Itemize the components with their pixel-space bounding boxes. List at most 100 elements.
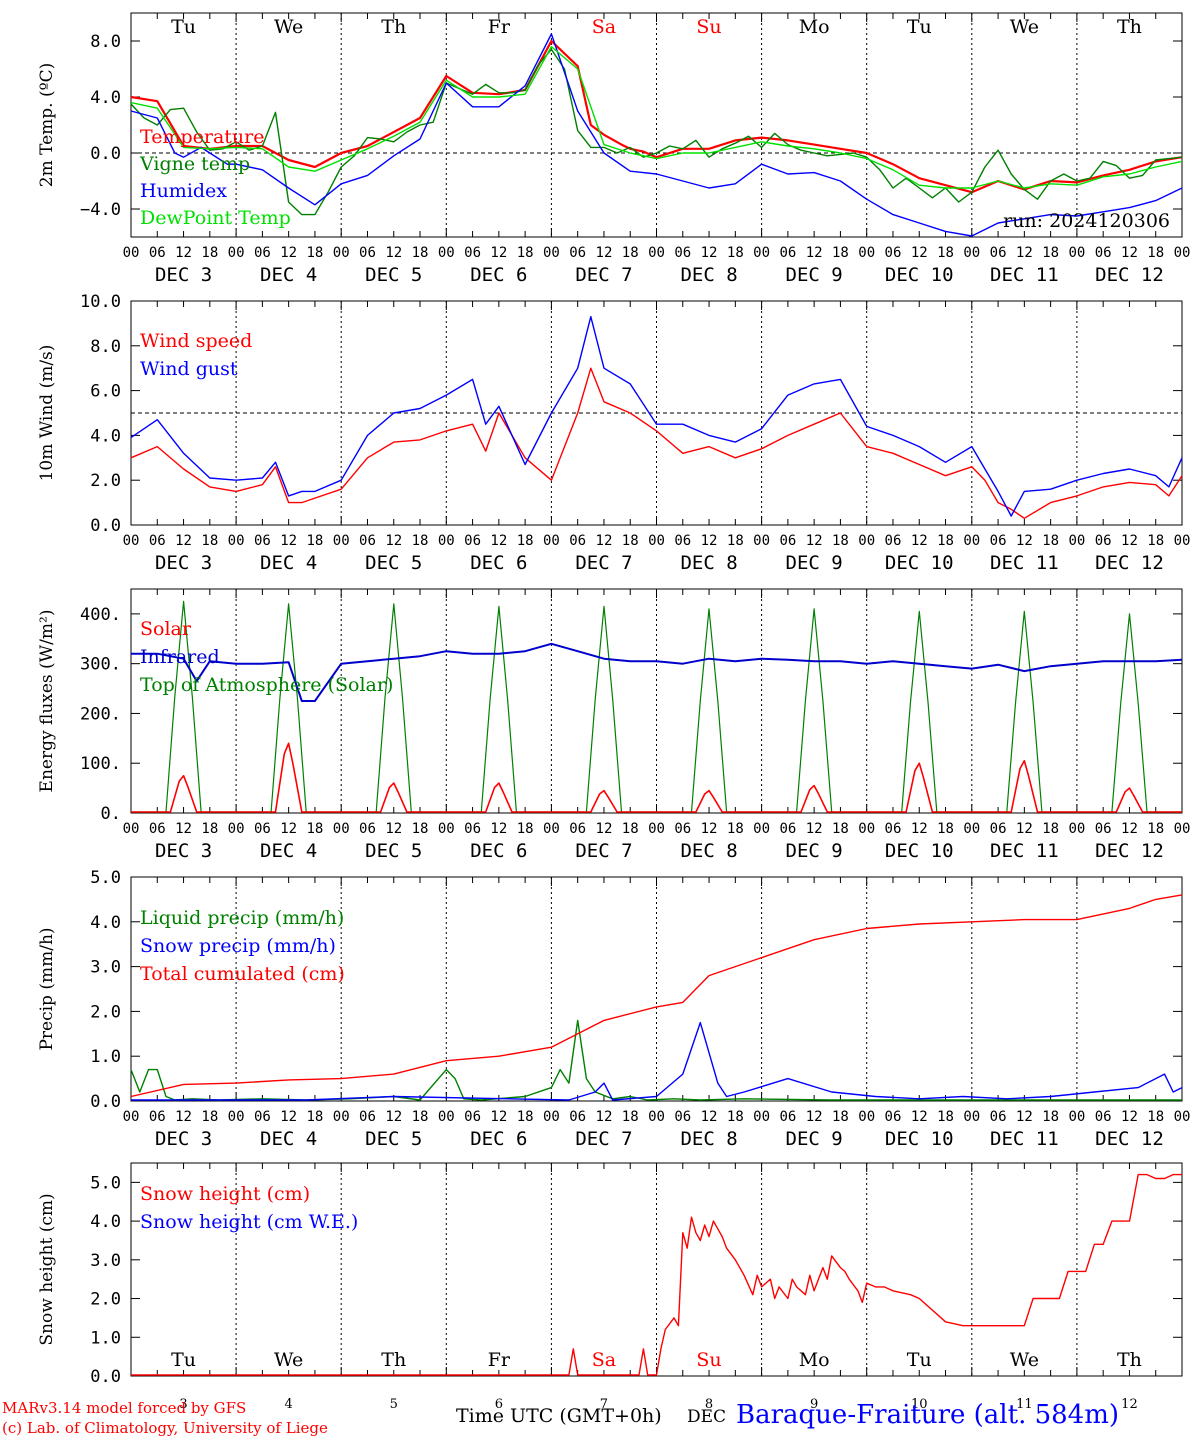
weekday-label: Th (381, 16, 406, 38)
y-axis-title: Precip (mm/h) (37, 927, 57, 1050)
hour-label: 18 (201, 245, 218, 261)
hour-label: 18 (937, 533, 954, 549)
date-label: DEC 6 (470, 264, 527, 286)
date-label: DEC 12 (1095, 264, 1164, 286)
hour-label: 00 (1174, 821, 1191, 837)
hour-label: 12 (175, 245, 192, 261)
hour-label: 18 (1147, 245, 1164, 261)
date-label: DEC 3 (155, 264, 212, 286)
y-tick-label: 200. (80, 704, 121, 724)
hour-label: 00 (963, 245, 980, 261)
y-tick-label: −4.0 (80, 200, 121, 220)
hour-label: 18 (1147, 1109, 1164, 1125)
y-tick-label: 100. (80, 754, 121, 774)
date-label: DEC 6 (470, 552, 527, 574)
date-number-label: 11 (1016, 1397, 1033, 1412)
hour-label: 18 (832, 245, 849, 261)
date-number-label: 6 (495, 1397, 503, 1412)
y-tick-label: 10.0 (80, 292, 121, 312)
hour-label: 00 (648, 245, 665, 261)
legend-label: Solar (140, 618, 192, 640)
date-label: DEC 12 (1095, 552, 1164, 574)
hour-label: 12 (596, 1109, 613, 1125)
hour-label: 12 (1016, 245, 1033, 261)
hour-label: 18 (832, 1109, 849, 1125)
y-tick-label: 5.0 (90, 1173, 121, 1193)
weekday-label: Mo (799, 1349, 830, 1371)
hour-label: 00 (228, 821, 245, 837)
y-tick-label: 2.0 (90, 1002, 121, 1022)
hour-label: 18 (727, 821, 744, 837)
hour-label: 06 (359, 821, 376, 837)
hour-label: 06 (674, 533, 691, 549)
legend-label: Vigne temp (139, 153, 250, 175)
legend-label: Top of Atmosphere (Solar) (140, 674, 393, 696)
series-line-snow-height-cm- (131, 1173, 1182, 1376)
y-tick-label: 0.0 (90, 144, 121, 164)
y-tick-label: 0.0 (90, 1092, 121, 1112)
hour-label: 18 (727, 533, 744, 549)
date-label: DEC 5 (365, 264, 422, 286)
hour-label: 12 (385, 245, 402, 261)
hour-label: 00 (543, 821, 560, 837)
hour-label: 12 (911, 821, 928, 837)
time-axis-label: Time UTC (GMT+0h) (456, 1405, 662, 1427)
hour-label: 06 (779, 245, 796, 261)
month-axis-label: DEC (687, 1407, 727, 1427)
hour-label: 12 (175, 533, 192, 549)
weekday-label: Tu (171, 16, 196, 38)
y-tick-label: 1.0 (90, 1328, 121, 1348)
y-tick-label: 4.0 (90, 426, 121, 446)
hour-label: 06 (254, 821, 271, 837)
hour-label: 00 (753, 821, 770, 837)
y-axis-title: Snow height (cm) (37, 1193, 57, 1345)
series-line-wind-gust (130, 316, 1183, 517)
weekday-label: We (1010, 16, 1039, 38)
hour-label: 12 (1121, 821, 1138, 837)
hour-label: 12 (701, 1109, 718, 1125)
hour-label: 12 (385, 821, 402, 837)
hour-label: 12 (596, 821, 613, 837)
hour-label: 18 (832, 821, 849, 837)
y-axis-title: 10m Wind (m/s) (37, 345, 57, 482)
hour-label: 00 (333, 821, 350, 837)
weekday-label: Fr (488, 1349, 511, 1371)
y-tick-label: 2.0 (90, 1290, 121, 1310)
weekday-label: Su (696, 1349, 721, 1371)
solar-line (131, 742, 1182, 813)
hour-label: 18 (1042, 533, 1059, 549)
y-tick-label: 4.0 (90, 1212, 121, 1232)
hour-label: 06 (990, 821, 1007, 837)
date-label: DEC 12 (1095, 1128, 1164, 1150)
y-tick-label: 6.0 (90, 382, 121, 402)
hour-label: 12 (490, 1109, 507, 1125)
date-label: DEC 6 (470, 840, 527, 862)
date-label: DEC 9 (786, 552, 843, 574)
hour-label: 06 (569, 1109, 586, 1125)
hour-label: 06 (1095, 821, 1112, 837)
hour-label: 00 (123, 533, 140, 549)
hour-label: 12 (701, 821, 718, 837)
date-number-label: 9 (810, 1397, 818, 1412)
hour-label: 06 (149, 533, 166, 549)
date-label: DEC 9 (786, 1128, 843, 1150)
y-tick-label: 300. (80, 655, 121, 675)
hour-label: 06 (254, 1109, 271, 1125)
hour-label: 12 (280, 245, 297, 261)
hour-label: 00 (123, 1109, 140, 1125)
hour-label: 12 (1121, 533, 1138, 549)
hour-label: 06 (1095, 245, 1112, 261)
hour-label: 06 (885, 1109, 902, 1125)
y-tick-label: 1.0 (90, 1047, 121, 1067)
date-label: DEC 8 (680, 1128, 737, 1150)
hour-label: 12 (1121, 245, 1138, 261)
hour-label: 18 (201, 821, 218, 837)
y-axis-title: Energy fluxes (W/m²) (37, 610, 57, 793)
date-label: DEC 9 (786, 840, 843, 862)
hour-label: 00 (1174, 1109, 1191, 1125)
legend-label: Snow height (cm W.E.) (140, 1211, 358, 1233)
hour-label: 00 (963, 1109, 980, 1125)
hour-label: 06 (674, 1109, 691, 1125)
date-label: DEC 6 (470, 1128, 527, 1150)
